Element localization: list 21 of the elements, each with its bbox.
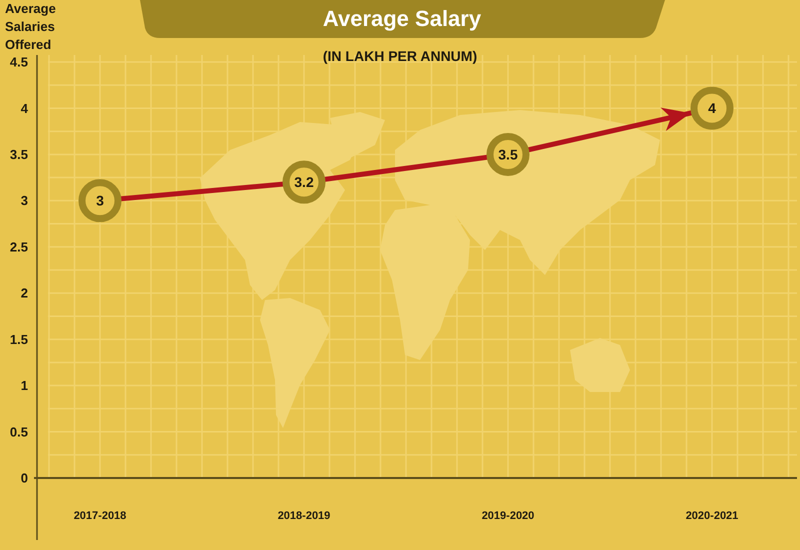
y-tick-label: 0.5 xyxy=(10,424,28,440)
y-tick-label: 4.5 xyxy=(10,54,28,70)
chart-title: Average Salary xyxy=(322,6,482,31)
data-label: 3.2 xyxy=(294,174,314,190)
y-tick-label: 0 xyxy=(20,470,28,486)
y-tick-label: 1.5 xyxy=(10,332,28,347)
y-tick-label: 3 xyxy=(20,193,28,208)
x-tick-label: 2017-2018 xyxy=(74,510,126,522)
x-tick-label: 2018-2019 xyxy=(278,510,330,522)
y-axis-title: Average Salaries Offered xyxy=(5,1,56,52)
y-tick-label: 2 xyxy=(20,286,28,301)
data-label: 3.5 xyxy=(498,146,518,162)
y-tick-label: 4 xyxy=(20,100,29,116)
y-tick-label: 2.5 xyxy=(10,239,28,254)
data-label: 3 xyxy=(96,192,104,209)
data-label: 4 xyxy=(708,100,716,116)
x-tick-label: 2019-2020 xyxy=(482,510,534,522)
y-tick-label: 1 xyxy=(20,378,28,394)
x-tick-label: 2020-2021 xyxy=(686,510,738,522)
chart-subtitle: (IN LAKH PER ANNUM) xyxy=(322,48,478,64)
y-tick-label: 3.5 xyxy=(10,146,28,162)
